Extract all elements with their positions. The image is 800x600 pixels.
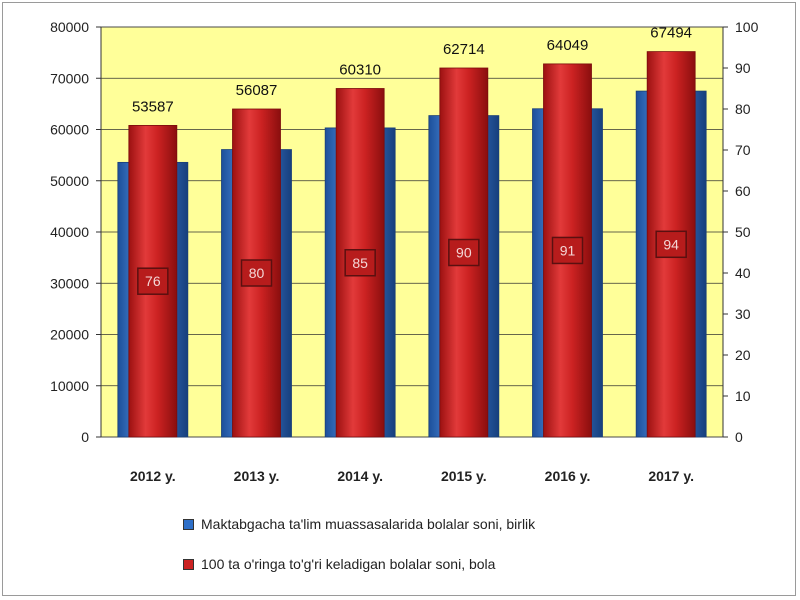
data-label-red: 80 bbox=[249, 265, 265, 281]
data-label-red: 91 bbox=[560, 242, 576, 258]
right-tick-label: 20 bbox=[735, 347, 751, 363]
data-label-red-box bbox=[137, 267, 169, 295]
category-label: 2016 y. bbox=[545, 468, 591, 484]
data-label-red: 76 bbox=[145, 273, 161, 289]
data-label-red-box bbox=[551, 236, 584, 265]
legend-item-1: 100 ta o'ringa to'g'ri keladigan bolalar… bbox=[183, 556, 495, 572]
right-tick-label: 50 bbox=[735, 224, 751, 240]
category-label: 2017 y. bbox=[648, 468, 694, 484]
left-tick-label: 10000 bbox=[50, 378, 89, 394]
left-tick-label: 80000 bbox=[50, 19, 89, 35]
right-tick-label: 70 bbox=[735, 142, 751, 158]
data-label-red: 94 bbox=[663, 236, 679, 252]
data-label-blue: 62714 bbox=[443, 41, 485, 58]
legend-swatch-blue bbox=[183, 518, 194, 530]
legend-item-0: Maktabgacha ta'lim muassasalarida bolala… bbox=[183, 516, 535, 532]
right-tick-label: 10 bbox=[735, 388, 751, 404]
left-tick-label: 20000 bbox=[50, 327, 89, 343]
right-tick-label: 30 bbox=[735, 306, 751, 322]
data-label-red: 85 bbox=[352, 255, 368, 271]
left-tick-label: 40000 bbox=[50, 224, 89, 240]
data-label-red: 90 bbox=[456, 245, 472, 261]
left-tick-label: 60000 bbox=[50, 122, 89, 138]
data-label-blue: 53587 bbox=[132, 98, 174, 115]
right-tick-label: 100 bbox=[735, 19, 759, 35]
right-tick-label: 40 bbox=[735, 265, 751, 281]
left-tick-label: 70000 bbox=[50, 70, 89, 86]
data-label-blue: 60310 bbox=[339, 62, 381, 79]
category-label: 2014 y. bbox=[337, 468, 383, 484]
right-tick-label: 80 bbox=[735, 101, 751, 117]
left-tick-label: 50000 bbox=[50, 173, 89, 189]
data-label-blue: 56087 bbox=[236, 82, 278, 99]
right-tick-label: 0 bbox=[735, 429, 743, 445]
data-label-blue: 67494 bbox=[650, 25, 692, 42]
left-tick-label: 0 bbox=[81, 429, 89, 445]
data-label-red-box bbox=[240, 259, 273, 287]
right-tick-label: 60 bbox=[735, 183, 751, 199]
legend-label-1: 100 ta o'ringa to'g'ri keladigan bolalar… bbox=[201, 556, 496, 572]
category-label: 2012 y. bbox=[130, 468, 176, 484]
data-label-red-box bbox=[448, 238, 480, 267]
data-label-blue: 64049 bbox=[547, 37, 589, 54]
data-label-red-box bbox=[655, 230, 687, 259]
left-tick-label: 30000 bbox=[50, 275, 89, 291]
right-tick-label: 90 bbox=[735, 60, 751, 76]
chart: 0 10000 20000 30000 40000 50000 60000 70000 8000… bbox=[50, 19, 759, 484]
legend-swatch-red bbox=[183, 558, 194, 570]
data-label-red-box bbox=[344, 249, 376, 277]
category-label: 2015 y. bbox=[441, 468, 487, 484]
category-label: 2013 y. bbox=[234, 468, 280, 484]
legend-label-0: Maktabgacha ta'lim muassasalarida bolala… bbox=[201, 516, 536, 532]
